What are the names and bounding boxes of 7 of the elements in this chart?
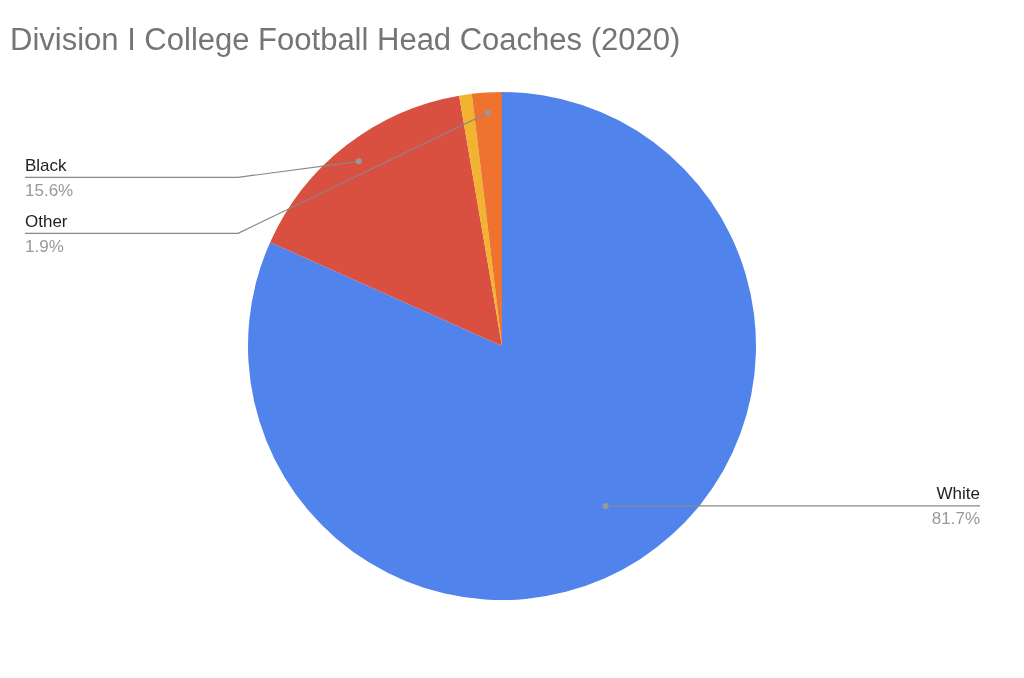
data-label: 1.9% — [25, 236, 64, 256]
slice-label: Other — [25, 211, 68, 231]
slice-label: White — [936, 484, 980, 504]
data-label: 15.6% — [25, 180, 74, 200]
slice-label: Black — [25, 155, 68, 175]
data-label: 81.7% — [931, 509, 980, 529]
chart-title: Division I College Football Head Coaches (2020) — [10, 22, 681, 58]
